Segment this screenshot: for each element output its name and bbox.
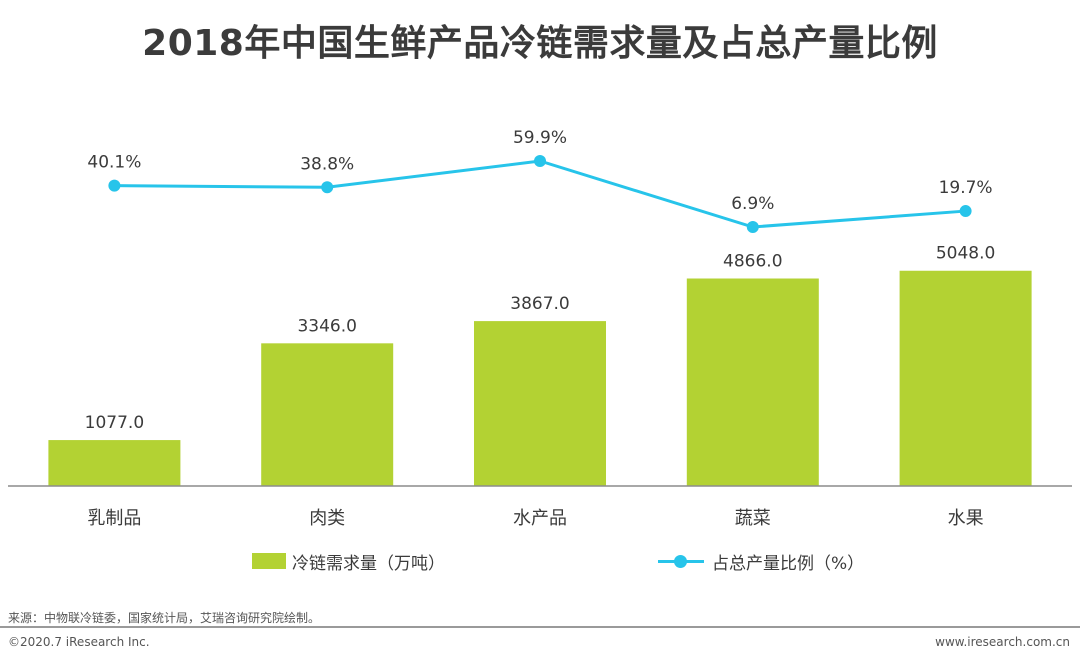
bars-layer [48, 270, 1032, 486]
line-layer [108, 155, 972, 233]
bar-value-label: 3346.0 [297, 316, 356, 336]
line-value-label: 19.7% [939, 178, 993, 198]
line-value-label: 59.9% [513, 128, 567, 148]
bar-水果[interactable] [899, 270, 1032, 486]
bar-value-label: 1077.0 [85, 413, 144, 433]
x-tick-label: 乳制品 [87, 508, 141, 529]
legend-swatch-line [658, 553, 704, 569]
chart-title: 2018年中国生鲜产品冷链需求量及占总产量比例 [142, 23, 938, 64]
website-link[interactable]: www.iresearch.com.cn [935, 635, 1070, 649]
x-tick-label: 肉类 [309, 508, 345, 529]
bar-value-label: 3867.0 [510, 294, 569, 314]
x-tick-label: 蔬菜 [735, 508, 771, 529]
line-series [114, 159, 966, 229]
chart-canvas: 1077.0 乳制品 3346.0 肉类 3867.0 水产品 4866.0 蔬菜 5048.0… [8, 128, 1072, 529]
bar-蔬菜[interactable] [686, 278, 819, 486]
line-point-肉类[interactable] [321, 181, 334, 194]
x-tick-label: 水果 [948, 508, 984, 529]
chart-legend: 冷链需求量（万吨） 占总产量比例（%） [0, 546, 1080, 576]
bar-乳制品[interactable] [48, 440, 181, 486]
source-note: 来源：中物联冷链委，国家统计局，艾瑞咨询研究院绘制。 [8, 611, 321, 625]
line-point-水果[interactable] [959, 205, 972, 218]
line-point-乳制品[interactable] [108, 179, 121, 192]
legend-label-bar: 冷链需求量（万吨） [292, 553, 445, 574]
legend-item-bar[interactable]: 冷链需求量（万吨） [252, 546, 445, 576]
line-value-label: 38.8% [300, 154, 354, 174]
x-tick-label: 水产品 [513, 508, 567, 529]
bar-水产品[interactable] [474, 321, 606, 486]
line-value-label: 40.1% [87, 153, 141, 173]
legend-item-line[interactable]: 占总产量比例（%） [658, 546, 864, 576]
bar-value-label: 4866.0 [723, 252, 782, 272]
line-point-蔬菜[interactable] [746, 221, 759, 233]
line-value-label: 6.9% [731, 194, 774, 214]
line-point-水产品[interactable] [534, 155, 546, 167]
bar-肉类[interactable] [261, 343, 394, 486]
labels-layer: 1077.0 乳制品 3346.0 肉类 3867.0 水产品 4866.0 蔬菜 5048.0… [85, 128, 996, 529]
footer-divider [0, 626, 1080, 628]
legend-label-line: 占总产量比例（%） [712, 553, 865, 574]
copyright-text: ©2020.7 iResearch Inc. [8, 635, 150, 649]
legend-swatch-bar [252, 553, 286, 569]
bar-value-label: 5048.0 [936, 244, 995, 264]
